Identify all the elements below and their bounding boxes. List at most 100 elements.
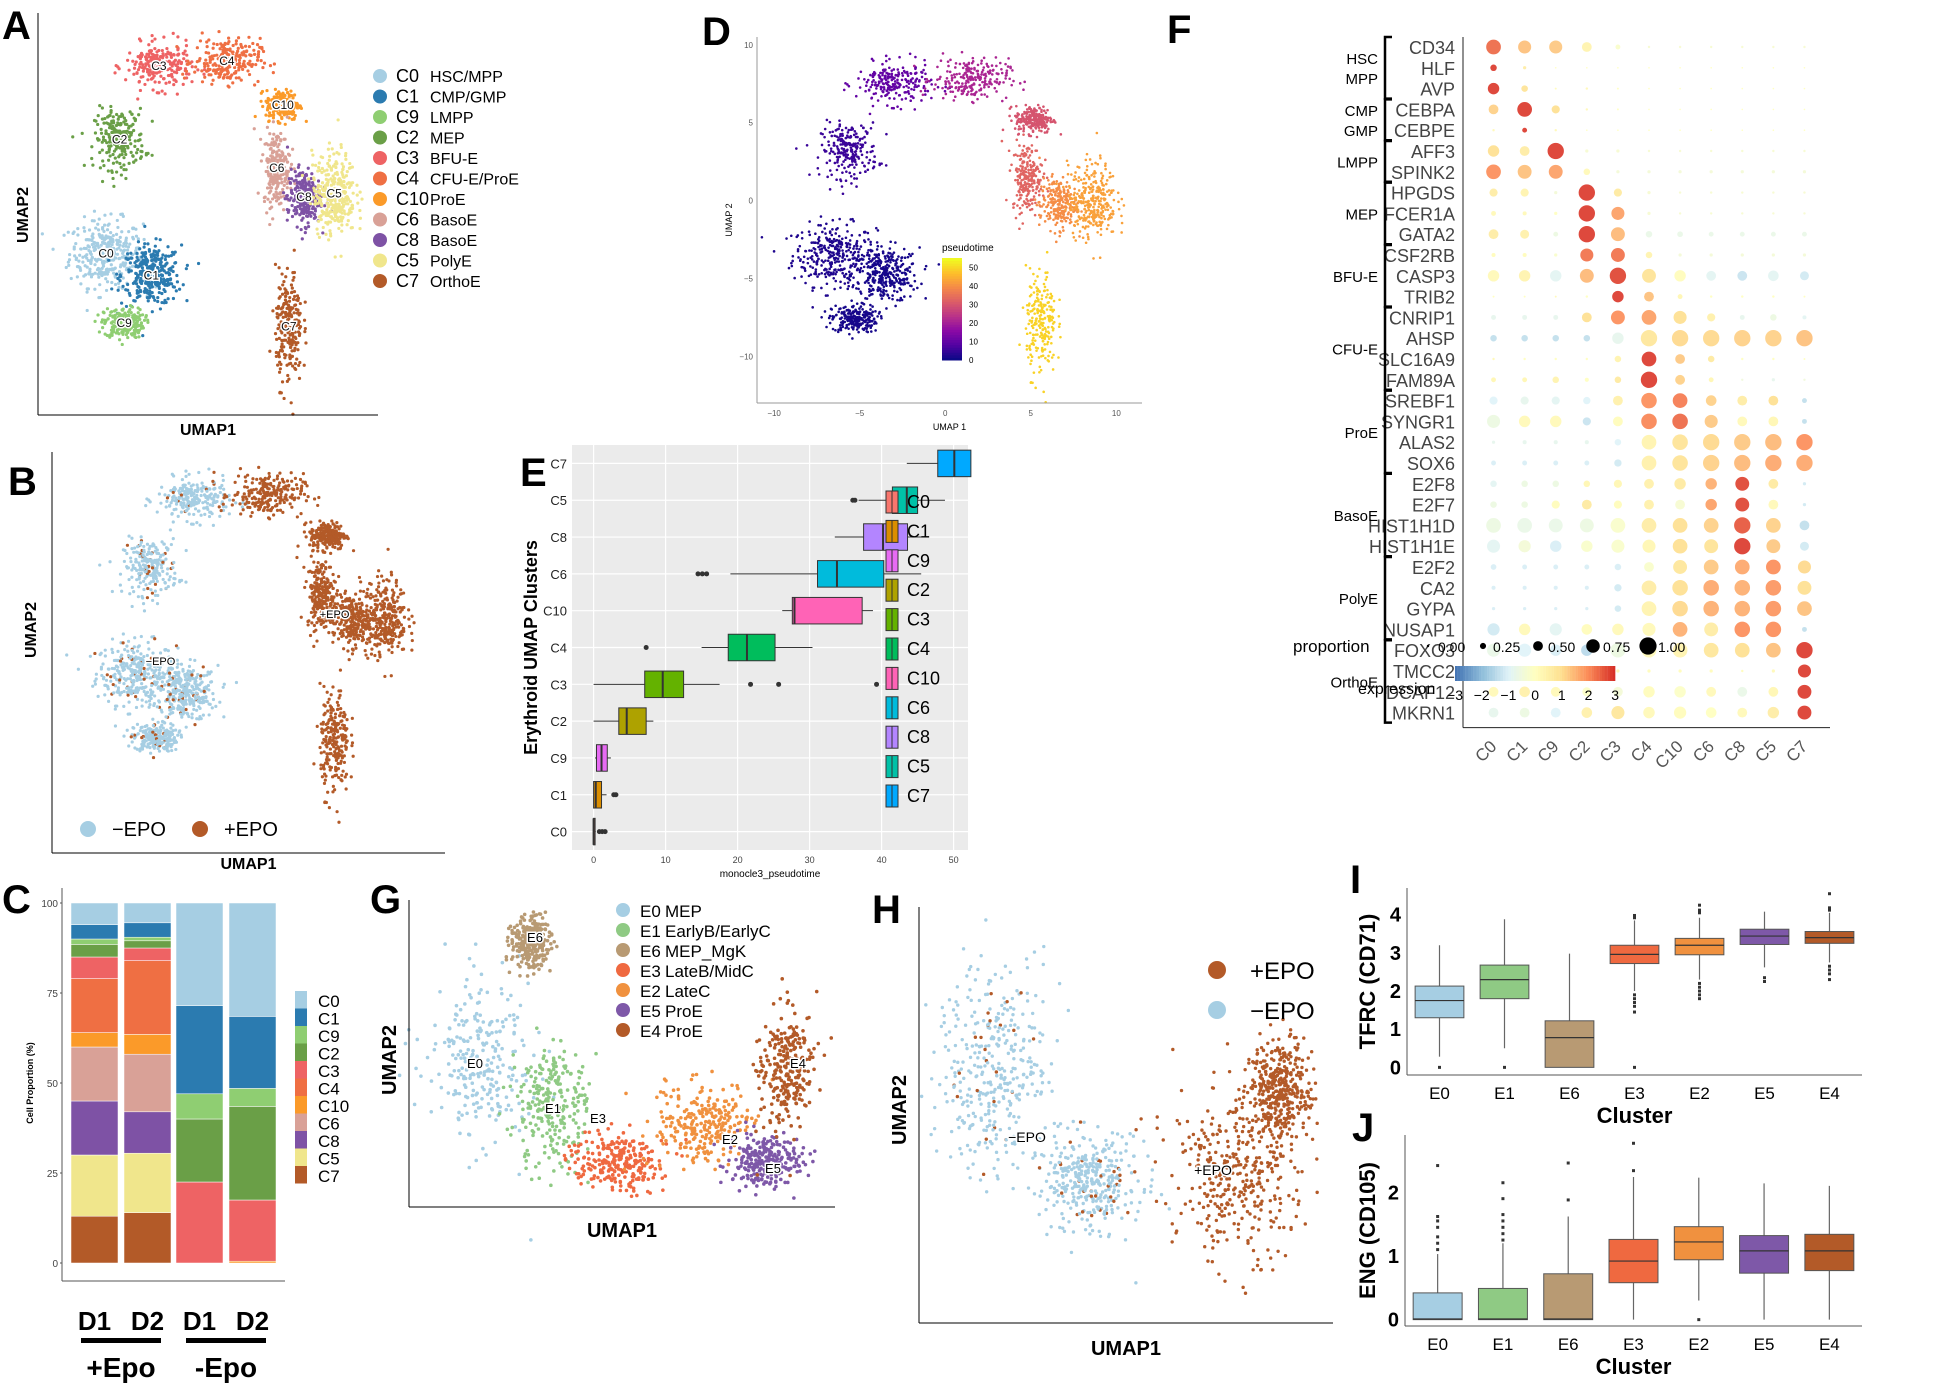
point <box>139 149 143 153</box>
point <box>245 497 249 501</box>
point <box>169 658 173 662</box>
point <box>280 108 284 112</box>
point <box>312 541 316 545</box>
point <box>248 63 252 67</box>
point <box>141 601 146 606</box>
cluster-label: C5 <box>327 187 343 201</box>
point <box>150 566 155 570</box>
point <box>130 305 135 309</box>
point <box>185 53 189 57</box>
point <box>293 476 298 480</box>
point <box>113 156 117 160</box>
point <box>103 213 107 217</box>
point <box>242 492 246 496</box>
point <box>350 165 354 169</box>
point <box>163 279 167 283</box>
point <box>119 315 124 319</box>
point <box>141 69 145 73</box>
point <box>175 45 179 49</box>
point <box>317 219 321 223</box>
point <box>127 161 131 165</box>
point <box>126 335 130 340</box>
point <box>102 248 106 253</box>
point <box>113 707 117 711</box>
point <box>149 656 153 660</box>
point <box>297 163 301 167</box>
point <box>322 169 326 173</box>
point <box>200 489 204 493</box>
point <box>296 308 300 312</box>
point <box>166 567 170 571</box>
point <box>315 621 319 625</box>
point <box>109 328 114 332</box>
point <box>147 699 152 703</box>
point <box>164 271 168 275</box>
point <box>323 582 327 586</box>
point <box>272 175 276 179</box>
point <box>156 742 160 746</box>
point <box>194 65 198 69</box>
point <box>109 263 113 267</box>
point <box>107 148 111 152</box>
point <box>234 501 238 505</box>
point <box>150 33 154 38</box>
point <box>162 77 166 81</box>
point <box>150 733 154 737</box>
point <box>62 233 66 237</box>
point <box>123 138 127 143</box>
point <box>170 667 175 671</box>
point <box>166 279 170 283</box>
point <box>129 269 133 273</box>
point <box>270 101 275 105</box>
point <box>156 593 160 598</box>
point <box>128 242 132 246</box>
cluster-label: C8 <box>296 190 312 204</box>
point <box>348 161 352 166</box>
point <box>182 57 186 61</box>
point <box>160 273 164 277</box>
point <box>319 526 323 530</box>
point <box>297 326 302 330</box>
point <box>187 512 191 516</box>
point <box>273 156 277 160</box>
point <box>279 131 283 136</box>
point <box>105 280 110 284</box>
point <box>231 50 235 54</box>
point <box>154 668 158 672</box>
point <box>153 575 157 579</box>
point <box>129 142 133 146</box>
point <box>311 533 315 537</box>
point <box>179 712 183 716</box>
point <box>355 193 359 197</box>
point <box>264 169 268 174</box>
point <box>195 46 199 50</box>
point <box>106 687 110 691</box>
point <box>223 73 227 77</box>
point <box>136 306 140 310</box>
point <box>258 36 262 40</box>
point <box>142 245 146 249</box>
point <box>272 164 276 168</box>
point <box>108 138 112 142</box>
point <box>354 592 358 596</box>
point <box>127 230 131 234</box>
point <box>293 181 297 186</box>
point <box>130 536 134 540</box>
point <box>142 677 146 681</box>
point <box>288 198 292 202</box>
point <box>171 490 175 495</box>
cluster-label: C6 <box>269 161 285 175</box>
point <box>289 290 294 295</box>
point <box>329 195 333 200</box>
point <box>256 79 260 84</box>
point <box>303 481 307 486</box>
point <box>122 264 126 268</box>
point <box>244 54 248 58</box>
point <box>331 586 335 591</box>
point <box>180 477 185 482</box>
point <box>100 106 104 110</box>
point <box>246 505 250 509</box>
point <box>185 519 189 524</box>
point <box>93 651 97 656</box>
point <box>292 290 297 294</box>
